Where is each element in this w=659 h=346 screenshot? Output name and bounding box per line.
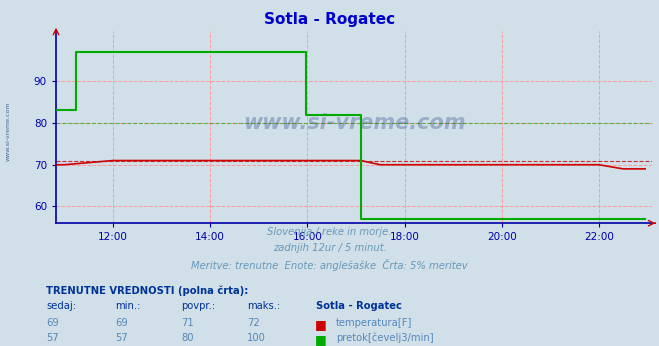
Text: TRENUTNE VREDNOSTI (polna črta):: TRENUTNE VREDNOSTI (polna črta): [46,285,248,296]
Text: 100: 100 [247,333,266,343]
Text: www.si-vreme.com: www.si-vreme.com [5,102,11,161]
Text: www.si-vreme.com: www.si-vreme.com [243,113,465,133]
Text: 80: 80 [181,333,194,343]
Text: 57: 57 [46,333,59,343]
Text: maks.:: maks.: [247,301,280,311]
Text: Slovenija / reke in morje.: Slovenija / reke in morje. [268,227,391,237]
Text: temperatura[F]: temperatura[F] [336,318,413,328]
Text: 69: 69 [46,318,59,328]
Text: pretok[čevelj3/min]: pretok[čevelj3/min] [336,333,434,343]
Text: 71: 71 [181,318,194,328]
Text: zadnjih 12ur / 5 minut.: zadnjih 12ur / 5 minut. [273,243,386,253]
Text: min.:: min.: [115,301,141,311]
Text: Sotla - Rogatec: Sotla - Rogatec [264,12,395,27]
Text: Sotla - Rogatec: Sotla - Rogatec [316,301,402,311]
Text: povpr.:: povpr.: [181,301,215,311]
Text: 57: 57 [115,333,128,343]
Text: Meritve: trenutne  Enote: anglešaške  Črta: 5% meritev: Meritve: trenutne Enote: anglešaške Črta… [191,259,468,271]
Text: ■: ■ [315,318,327,331]
Text: 72: 72 [247,318,260,328]
Text: sedaj:: sedaj: [46,301,76,311]
Text: 69: 69 [115,318,128,328]
Text: ■: ■ [315,333,327,346]
